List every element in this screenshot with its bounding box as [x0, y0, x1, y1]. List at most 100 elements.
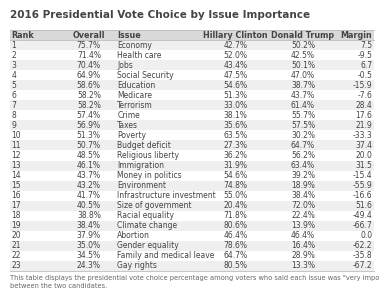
- Text: 39.2%: 39.2%: [291, 171, 315, 180]
- Text: Overall: Overall: [73, 31, 105, 40]
- Text: 64.9%: 64.9%: [77, 71, 101, 80]
- Text: 41.7%: 41.7%: [77, 191, 101, 200]
- Text: 17: 17: [11, 201, 21, 210]
- Text: 38.1%: 38.1%: [223, 111, 247, 120]
- Text: 5: 5: [11, 81, 16, 90]
- Text: Size of government: Size of government: [117, 201, 192, 210]
- Text: Medicare: Medicare: [117, 91, 152, 100]
- Text: 2: 2: [11, 51, 16, 60]
- Text: Religious liberty: Religious liberty: [117, 151, 179, 160]
- Text: 1: 1: [11, 41, 16, 50]
- Text: Climate change: Climate change: [117, 221, 177, 230]
- Text: 35.0%: 35.0%: [77, 241, 101, 250]
- Text: 31.5: 31.5: [356, 161, 372, 170]
- Text: 16.4%: 16.4%: [291, 241, 315, 250]
- Text: -67.2: -67.2: [353, 261, 372, 270]
- Text: 46.1%: 46.1%: [77, 161, 101, 170]
- Text: 21: 21: [11, 241, 21, 250]
- Bar: [10, 141, 374, 150]
- Text: 6: 6: [11, 91, 16, 100]
- Text: 6.7: 6.7: [360, 61, 372, 70]
- Text: 64.7%: 64.7%: [223, 251, 247, 260]
- Text: 46.4%: 46.4%: [223, 231, 247, 240]
- Text: -35.8: -35.8: [353, 251, 372, 260]
- Text: 16: 16: [11, 191, 21, 200]
- Text: 48.5%: 48.5%: [77, 151, 101, 160]
- Text: -16.6: -16.6: [353, 191, 372, 200]
- Text: 64.7%: 64.7%: [291, 141, 315, 150]
- Text: 55.0%: 55.0%: [223, 191, 247, 200]
- Bar: [10, 150, 374, 160]
- Text: -49.4: -49.4: [353, 211, 372, 220]
- Text: Environment: Environment: [117, 181, 166, 190]
- Text: 34.5%: 34.5%: [77, 251, 101, 260]
- Text: 7.5: 7.5: [360, 41, 372, 50]
- Text: 0.0: 0.0: [360, 231, 372, 240]
- Text: Terrorism: Terrorism: [117, 101, 153, 110]
- Text: 19: 19: [11, 221, 21, 230]
- Text: 54.6%: 54.6%: [223, 81, 247, 90]
- Text: 57.4%: 57.4%: [77, 111, 101, 120]
- Bar: [10, 60, 374, 70]
- Text: 28.4: 28.4: [356, 101, 372, 110]
- Text: 51.6: 51.6: [356, 201, 372, 210]
- Text: This table displays the presidential vote choice percentage among voters who sai: This table displays the presidential vot…: [10, 275, 380, 289]
- Text: Health care: Health care: [117, 51, 162, 60]
- Bar: [10, 241, 374, 251]
- Text: 3: 3: [11, 61, 16, 70]
- Text: 61.4%: 61.4%: [291, 101, 315, 110]
- Text: 17.6: 17.6: [356, 111, 372, 120]
- Bar: [10, 120, 374, 130]
- Bar: [10, 40, 374, 50]
- Bar: [10, 211, 374, 221]
- Text: 55.7%: 55.7%: [291, 111, 315, 120]
- Text: 27.3%: 27.3%: [223, 141, 247, 150]
- Text: 43.7%: 43.7%: [77, 171, 101, 180]
- Bar: [10, 50, 374, 60]
- Text: 37.9%: 37.9%: [77, 231, 101, 240]
- Text: Abortion: Abortion: [117, 231, 150, 240]
- Text: 71.4%: 71.4%: [77, 51, 101, 60]
- Text: Social Security: Social Security: [117, 71, 174, 80]
- Text: 63.5%: 63.5%: [223, 131, 247, 140]
- Text: 57.5%: 57.5%: [291, 121, 315, 130]
- Text: Family and medical leave: Family and medical leave: [117, 251, 215, 260]
- Bar: [10, 160, 374, 171]
- Text: -33.3: -33.3: [353, 131, 372, 140]
- Text: Budget deficit: Budget deficit: [117, 141, 171, 150]
- Text: 22.4%: 22.4%: [291, 211, 315, 220]
- Text: -15.9: -15.9: [353, 81, 372, 90]
- Bar: [10, 181, 374, 191]
- Text: 54.6%: 54.6%: [223, 171, 247, 180]
- Text: 40.5%: 40.5%: [77, 201, 101, 210]
- Bar: [10, 110, 374, 120]
- Bar: [10, 201, 374, 211]
- Text: 51.3%: 51.3%: [77, 131, 101, 140]
- Bar: [10, 251, 374, 261]
- Text: 24.3%: 24.3%: [77, 261, 101, 270]
- Text: 56.9%: 56.9%: [77, 121, 101, 130]
- Text: Infrastructure investment: Infrastructure investment: [117, 191, 216, 200]
- Bar: [10, 70, 374, 80]
- Text: 31.9%: 31.9%: [223, 161, 247, 170]
- Text: 38.4%: 38.4%: [291, 191, 315, 200]
- Text: 58.6%: 58.6%: [77, 81, 101, 90]
- Text: 43.2%: 43.2%: [77, 181, 101, 190]
- Text: 80.5%: 80.5%: [223, 261, 247, 270]
- Bar: [10, 191, 374, 201]
- Text: 22: 22: [11, 251, 21, 260]
- Text: 38.7%: 38.7%: [291, 81, 315, 90]
- Text: 42.7%: 42.7%: [223, 41, 247, 50]
- Text: 51.3%: 51.3%: [223, 91, 247, 100]
- Bar: [10, 261, 374, 271]
- Text: 7: 7: [11, 101, 16, 110]
- Text: 50.7%: 50.7%: [77, 141, 101, 150]
- Text: 33.0%: 33.0%: [223, 101, 247, 110]
- Bar: [10, 80, 374, 90]
- Text: 38.8%: 38.8%: [77, 211, 101, 220]
- Text: 35.6%: 35.6%: [223, 121, 247, 130]
- Text: Education: Education: [117, 81, 155, 90]
- Bar: [10, 30, 374, 40]
- Text: Economy: Economy: [117, 41, 152, 50]
- Text: 71.8%: 71.8%: [223, 211, 247, 220]
